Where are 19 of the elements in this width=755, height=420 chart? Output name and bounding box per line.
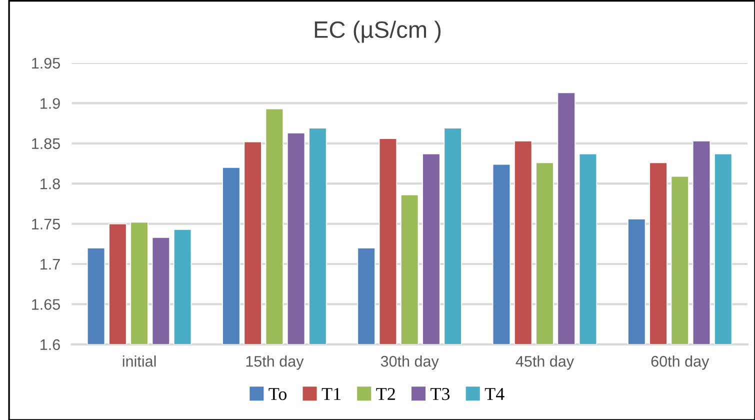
y-tick-label: 1.85 bbox=[32, 138, 60, 150]
y-tick-label: 1.65 bbox=[32, 299, 60, 310]
x-tick-label: 60th day bbox=[651, 356, 710, 370]
y-tick-label: 1.8 bbox=[40, 178, 60, 190]
legend-label: T1 bbox=[322, 388, 340, 400]
y-tick-label: 1.95 bbox=[32, 58, 60, 69]
x-tick-label: initial bbox=[122, 356, 156, 367]
legend-label: T3 bbox=[430, 388, 450, 400]
chart-title: EC (µS/cm ) bbox=[314, 20, 441, 43]
x-tick-label: 15th day bbox=[246, 356, 304, 370]
y-tick-label: 1.75 bbox=[32, 218, 60, 230]
legend-label: To bbox=[268, 388, 287, 400]
x-tick-label: 45th day bbox=[516, 356, 574, 370]
y-tick-label: 1.7 bbox=[40, 259, 60, 270]
y-tick-label: 1.6 bbox=[40, 339, 60, 350]
y-tick-label: 1.9 bbox=[40, 98, 60, 109]
x-tick-label: 30th day bbox=[380, 356, 439, 370]
legend-label: T4 bbox=[484, 388, 504, 400]
legend-label: T2 bbox=[376, 388, 395, 400]
